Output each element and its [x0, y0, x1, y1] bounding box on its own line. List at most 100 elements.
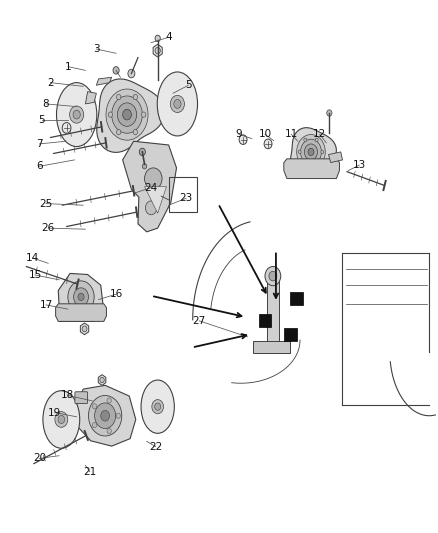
Circle shape: [55, 411, 68, 427]
Polygon shape: [56, 304, 106, 321]
Circle shape: [308, 148, 314, 156]
Text: 16: 16: [110, 289, 123, 299]
Circle shape: [155, 403, 161, 410]
Ellipse shape: [157, 72, 198, 136]
Text: 24: 24: [145, 183, 158, 192]
FancyBboxPatch shape: [267, 280, 279, 349]
Circle shape: [123, 109, 131, 120]
Polygon shape: [70, 385, 136, 446]
Circle shape: [155, 35, 160, 42]
Circle shape: [78, 293, 84, 301]
Circle shape: [113, 67, 119, 74]
Polygon shape: [97, 79, 164, 152]
Polygon shape: [80, 323, 89, 335]
Circle shape: [74, 288, 88, 306]
Circle shape: [92, 403, 97, 409]
Text: 22: 22: [149, 442, 162, 451]
Polygon shape: [290, 292, 303, 305]
Circle shape: [321, 150, 324, 154]
Circle shape: [133, 94, 138, 100]
Text: 21: 21: [83, 467, 96, 477]
Text: 2: 2: [47, 78, 54, 87]
Circle shape: [315, 162, 318, 166]
Circle shape: [68, 281, 94, 313]
Circle shape: [265, 266, 281, 286]
Text: 20: 20: [33, 454, 46, 463]
Circle shape: [297, 134, 325, 169]
Circle shape: [269, 271, 277, 281]
Circle shape: [112, 96, 142, 133]
Polygon shape: [145, 187, 166, 213]
Circle shape: [107, 429, 111, 434]
Circle shape: [88, 395, 122, 436]
Circle shape: [108, 112, 113, 117]
Circle shape: [117, 103, 137, 126]
FancyBboxPatch shape: [75, 392, 88, 403]
Circle shape: [145, 201, 157, 215]
Circle shape: [239, 135, 247, 144]
Circle shape: [174, 100, 181, 108]
Text: 18: 18: [61, 391, 74, 400]
Text: 5: 5: [38, 115, 45, 125]
Circle shape: [300, 139, 321, 165]
Circle shape: [145, 168, 162, 189]
Polygon shape: [328, 152, 343, 163]
Circle shape: [95, 403, 116, 429]
Circle shape: [304, 162, 307, 166]
Text: 25: 25: [39, 199, 53, 208]
Text: 26: 26: [42, 223, 55, 233]
FancyBboxPatch shape: [253, 341, 290, 353]
Text: 4: 4: [165, 33, 172, 42]
Circle shape: [101, 410, 110, 421]
Circle shape: [117, 130, 121, 135]
Text: 19: 19: [48, 408, 61, 417]
Text: 15: 15: [28, 270, 42, 280]
Polygon shape: [123, 141, 177, 232]
Circle shape: [70, 106, 84, 123]
Text: 23: 23: [180, 193, 193, 203]
Text: 27: 27: [193, 316, 206, 326]
Circle shape: [128, 69, 135, 78]
Polygon shape: [290, 128, 336, 177]
Text: 12: 12: [313, 130, 326, 139]
Text: 10: 10: [258, 130, 272, 139]
Text: 8: 8: [42, 99, 49, 109]
Ellipse shape: [43, 391, 80, 448]
Circle shape: [264, 139, 272, 149]
Circle shape: [73, 110, 80, 119]
Ellipse shape: [141, 380, 174, 433]
Circle shape: [117, 94, 121, 100]
Text: 14: 14: [26, 253, 39, 263]
Text: 7: 7: [36, 139, 43, 149]
Circle shape: [327, 110, 332, 116]
Circle shape: [116, 413, 120, 418]
Circle shape: [155, 47, 160, 54]
Polygon shape: [284, 328, 297, 341]
Circle shape: [92, 423, 97, 428]
Text: 5: 5: [185, 80, 192, 90]
Circle shape: [152, 400, 163, 414]
Text: 17: 17: [39, 300, 53, 310]
Polygon shape: [284, 159, 339, 179]
Circle shape: [107, 398, 111, 403]
Circle shape: [58, 415, 65, 424]
Polygon shape: [98, 375, 106, 385]
Circle shape: [133, 130, 138, 135]
Circle shape: [304, 144, 318, 160]
Polygon shape: [85, 92, 96, 104]
Polygon shape: [153, 44, 162, 57]
Circle shape: [141, 112, 146, 117]
Polygon shape: [96, 77, 112, 85]
Ellipse shape: [57, 83, 97, 147]
Circle shape: [62, 123, 71, 133]
Circle shape: [142, 164, 147, 169]
Circle shape: [82, 326, 87, 332]
Text: 11: 11: [285, 130, 298, 139]
Text: 6: 6: [36, 161, 43, 171]
Text: 9: 9: [235, 130, 242, 139]
Circle shape: [298, 150, 301, 154]
Circle shape: [139, 148, 145, 156]
Text: 1: 1: [64, 62, 71, 71]
Polygon shape: [259, 314, 271, 327]
Polygon shape: [58, 273, 103, 321]
